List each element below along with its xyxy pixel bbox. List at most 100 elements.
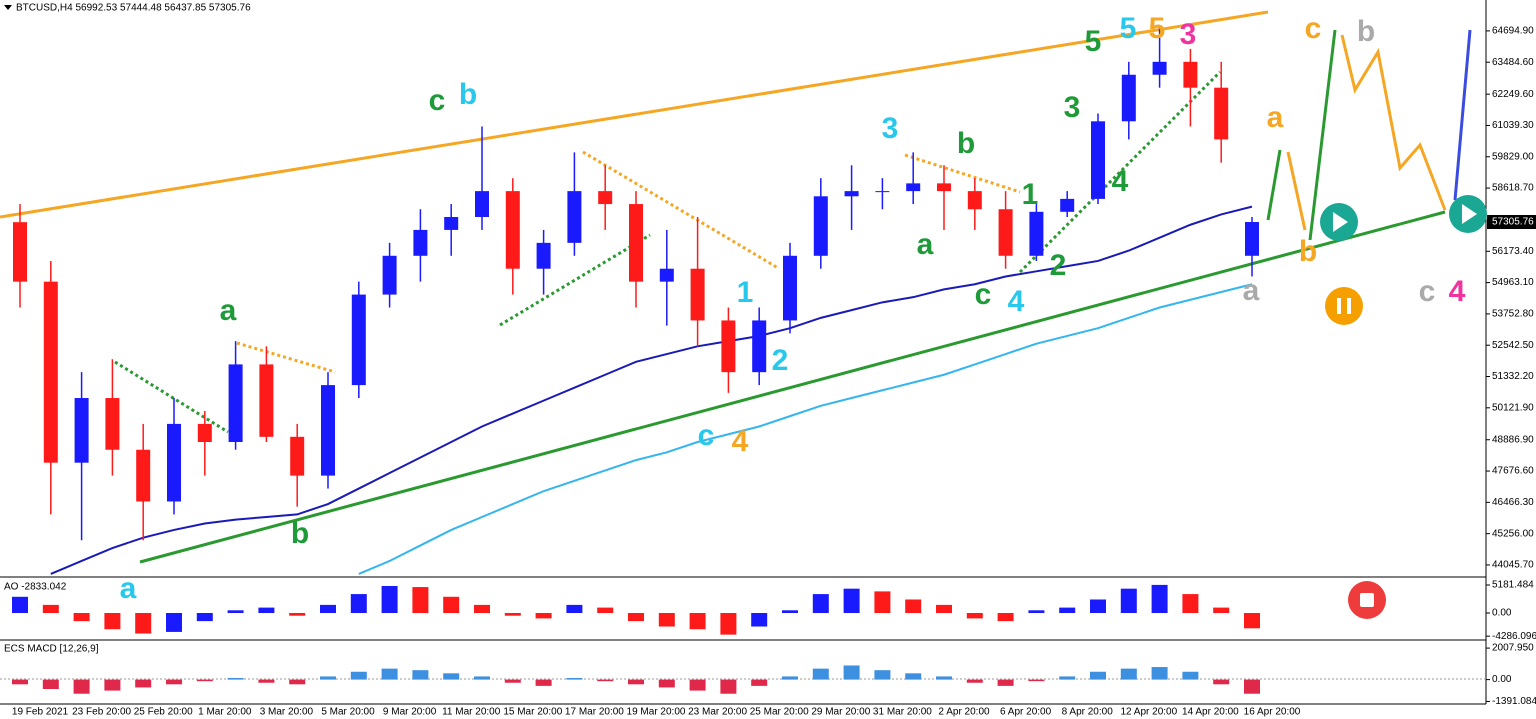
- candle-body: [290, 436, 305, 476]
- candle-body: [228, 364, 243, 442]
- wave-label: a: [917, 228, 934, 261]
- wave-label: c: [429, 84, 446, 117]
- histogram-bar: [166, 679, 182, 685]
- histogram-bar: [720, 679, 737, 694]
- histogram-bar: [350, 671, 367, 680]
- histogram-bar: [166, 613, 182, 632]
- x-tick-label: 9 Mar 20:00: [383, 707, 437, 718]
- histogram-bar: [874, 591, 891, 614]
- histogram-bar: [443, 596, 460, 614]
- histogram-bar: [720, 613, 737, 635]
- histogram-bar: [504, 613, 521, 616]
- y-tick-label: 53752.80: [1492, 309, 1534, 320]
- y-tick-label: 44045.70: [1492, 560, 1534, 571]
- projection-arrow: [1453, 29, 1472, 201]
- candle-body: [721, 320, 736, 373]
- wave-label: b: [957, 127, 975, 160]
- wave-label: 2: [1050, 249, 1067, 282]
- wave-label: c: [1305, 12, 1322, 45]
- histogram-bar: [381, 668, 398, 680]
- histogram-bar: [689, 679, 706, 691]
- y-tick-label: 52542.50: [1492, 340, 1534, 351]
- x-tick-label: 3 Mar 20:00: [260, 707, 314, 718]
- histogram-bar: [73, 613, 90, 622]
- menu-triangle: [4, 5, 12, 10]
- histogram-bar: [535, 679, 552, 686]
- x-tick-label: 6 Apr 20:00: [1000, 707, 1052, 718]
- y-tick-label: 46466.30: [1492, 497, 1534, 508]
- histogram-bar: [320, 676, 336, 680]
- candle-body: [1245, 222, 1259, 256]
- y-tick-label: 62249.60: [1492, 89, 1534, 100]
- histogram-bar: [135, 679, 152, 688]
- histogram-bar: [289, 679, 306, 685]
- dotted-line: [114, 360, 229, 434]
- candle-body: [136, 449, 151, 502]
- candle-body: [74, 398, 89, 463]
- x-tick-label: 17 Mar 20:00: [565, 707, 624, 718]
- histogram-bar: [628, 613, 644, 622]
- histogram-bar: [535, 613, 552, 619]
- x-tick-label: 25 Feb 20:00: [134, 707, 193, 718]
- projection-arrow: [1340, 34, 1447, 211]
- histogram-bar: [566, 678, 583, 680]
- histogram-bar: [1244, 679, 1260, 694]
- wave-label: b: [459, 78, 477, 111]
- pause-icon: [1325, 287, 1363, 325]
- histogram-bar: [812, 594, 829, 614]
- candle-body: [906, 183, 921, 192]
- histogram-bar: [258, 607, 275, 614]
- projection-arrow: [1308, 29, 1337, 241]
- x-tick-label: 1 Mar 20:00: [198, 707, 252, 718]
- candle-body: [197, 423, 212, 442]
- y-tick-label: 50121.90: [1492, 402, 1534, 413]
- wave-label: 2: [772, 344, 789, 377]
- x-tick-label: 2 Apr 20:00: [938, 707, 990, 718]
- last-price-label: 57305.76: [1492, 217, 1534, 228]
- wave-label: c: [975, 278, 992, 311]
- x-tick-label: 11 Mar 20:00: [442, 707, 501, 718]
- candle-body: [1060, 198, 1075, 212]
- moving-average: [50, 205, 1253, 575]
- x-tick-label: 23 Feb 20:00: [72, 707, 131, 718]
- panel-title: ECS MACD [12,26,9]: [4, 644, 99, 655]
- y-tick-label: 0.00: [1492, 608, 1512, 619]
- projection-arrow: [1266, 149, 1282, 221]
- y-tick-label: 2007.950: [1492, 643, 1534, 654]
- histogram-bar: [874, 670, 891, 680]
- y-tick-label: 56173.40: [1492, 246, 1534, 257]
- candle-body: [167, 423, 181, 502]
- candle-body: [1091, 121, 1105, 199]
- wave-label: 3: [1064, 91, 1081, 124]
- candle-body: [567, 191, 582, 243]
- histogram-bar: [73, 679, 90, 694]
- histogram-bar: [1151, 667, 1168, 680]
- y-tick-label: 64694.90: [1492, 26, 1534, 37]
- histogram-bar: [936, 604, 952, 614]
- histogram-bar: [843, 588, 860, 614]
- candle-body: [1152, 61, 1167, 75]
- chart-title: BTCUSD,H4 56992.53 57444.48 56437.85 573…: [16, 3, 251, 14]
- y-tick-label: 48886.90: [1492, 434, 1534, 445]
- dotted-line: [236, 341, 336, 374]
- histogram-bar: [628, 679, 644, 685]
- histogram-bar: [966, 679, 983, 683]
- candle-body: [413, 229, 428, 256]
- histogram-bar: [504, 679, 521, 683]
- histogram-bar: [751, 679, 768, 686]
- candle-body: [259, 364, 274, 437]
- histogram-bar: [1182, 594, 1199, 614]
- support-line: [139, 210, 1446, 564]
- wave-label: a: [120, 572, 137, 605]
- x-tick-label: 5 Mar 20:00: [321, 707, 375, 718]
- candle-body: [598, 191, 613, 205]
- wave-label: 3: [882, 112, 899, 145]
- wave-label: b: [291, 517, 309, 550]
- histogram-bar: [1028, 679, 1045, 682]
- candle-body: [752, 320, 767, 373]
- histogram-bar: [12, 596, 28, 614]
- histogram-bar: [1120, 588, 1137, 614]
- stop-icon: [1348, 581, 1386, 619]
- candle-body: [43, 281, 58, 463]
